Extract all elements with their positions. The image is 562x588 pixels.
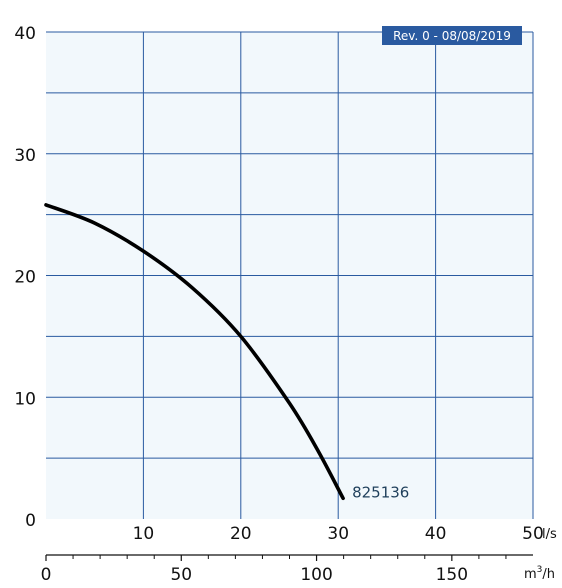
secondary-x-tick-label-0: 0	[41, 565, 52, 585]
x-tick-label-10: 10	[133, 524, 155, 544]
y-tick-label-20: 20	[14, 268, 36, 288]
x-tick-label-40: 40	[425, 524, 447, 544]
revision-badge-text: Rev. 0 - 08/08/2019	[393, 29, 511, 43]
y-tick-label-10: 10	[14, 389, 36, 409]
y-axis-tick-labels: 0 10 20 30 40	[14, 24, 36, 531]
secondary-x-tick-label-150: 150	[436, 565, 468, 585]
x-tick-label-50: 50	[522, 524, 544, 544]
horizontal-gridlines	[46, 31, 533, 459]
secondary-x-axis-tick-labels: 0 50 100 150	[41, 565, 468, 585]
series-label-825136: 825136	[352, 483, 409, 501]
x-axis-unit-m3h: m3/h	[524, 565, 555, 582]
series-line-825136	[44, 203, 345, 501]
x-axis-tick-labels: 10 20 30 40 50	[133, 524, 544, 544]
y-tick-label-0: 0	[25, 511, 36, 531]
secondary-x-tick-label-100: 100	[300, 565, 332, 585]
x-tick-label-30: 30	[327, 524, 349, 544]
secondary-x-axis-tick-marks	[45, 555, 507, 561]
secondary-x-tick-label-50: 50	[170, 565, 192, 585]
x-axis-unit-ls: l/s	[542, 527, 557, 542]
x-tick-label-20: 20	[230, 524, 252, 544]
revision-badge: Rev. 0 - 08/08/2019	[382, 26, 522, 45]
y-tick-label-30: 30	[14, 146, 36, 166]
y-tick-label-40: 40	[14, 24, 36, 44]
